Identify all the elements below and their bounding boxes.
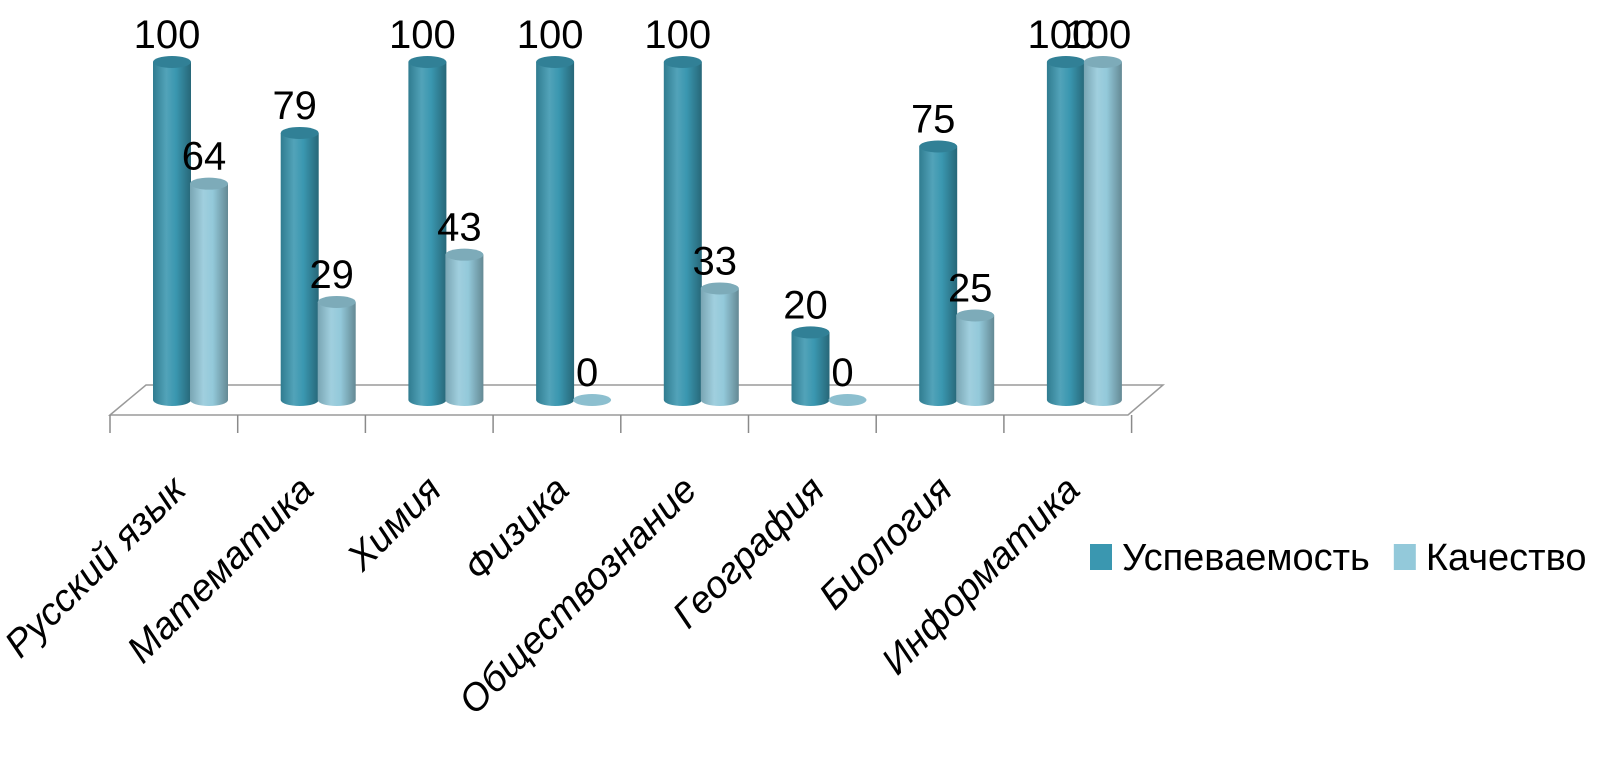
data-label: 0 bbox=[831, 351, 853, 395]
bar-top bbox=[956, 309, 995, 322]
category-label: Химия bbox=[339, 469, 450, 580]
data-label: 33 bbox=[693, 239, 738, 283]
bar-body bbox=[408, 62, 447, 407]
bar-top bbox=[700, 282, 739, 295]
bar-cat-6-series-0 bbox=[919, 140, 958, 407]
bar-cat-2-series-1 bbox=[445, 248, 484, 407]
bar-body bbox=[1083, 62, 1122, 407]
data-label: 0 bbox=[576, 351, 598, 395]
legend-label: Качество bbox=[1426, 537, 1587, 579]
bar-cat-6-series-1 bbox=[956, 309, 995, 407]
legend-swatch bbox=[1090, 544, 1112, 570]
bar-body bbox=[663, 62, 702, 407]
data-label: 100 bbox=[1065, 13, 1132, 57]
bar-top bbox=[663, 56, 702, 68]
bar-cat-1-series-0 bbox=[280, 126, 319, 407]
legend: Успеваемость Качество bbox=[1090, 537, 1586, 579]
bar-top bbox=[445, 248, 484, 261]
chart-floor bbox=[107, 384, 1166, 416]
bar-top bbox=[317, 295, 356, 308]
category-label: Обществознание bbox=[451, 469, 705, 723]
category-label: Физика bbox=[456, 469, 577, 590]
bar-top bbox=[919, 140, 958, 153]
bar-body bbox=[791, 332, 830, 407]
bar-cat-1-series-1 bbox=[317, 295, 356, 407]
bar-body bbox=[919, 146, 958, 407]
bar-top bbox=[1083, 56, 1122, 68]
bar-cat-7-series-1 bbox=[1083, 56, 1122, 407]
bar-cat-0-series-0 bbox=[153, 56, 191, 406]
bar-body bbox=[317, 301, 356, 407]
data-label: 100 bbox=[1028, 13, 1095, 57]
bar-cat-5-series-1 bbox=[828, 394, 867, 406]
data-label: 64 bbox=[182, 135, 227, 179]
data-label: 100 bbox=[517, 13, 584, 57]
data-label: 25 bbox=[948, 267, 993, 311]
legend-item: Успеваемость bbox=[1090, 537, 1370, 579]
bar-cat-3-series-1 bbox=[573, 394, 612, 406]
data-label: 79 bbox=[272, 84, 317, 128]
x-axis bbox=[109, 415, 1133, 433]
bar-cat-3-series-0 bbox=[536, 56, 575, 407]
bar-cat-7-series-0 bbox=[1046, 56, 1085, 407]
bar-top bbox=[153, 56, 191, 68]
bar-cat-4-series-1 bbox=[700, 282, 739, 407]
bar-top bbox=[280, 126, 319, 139]
bar-top bbox=[536, 56, 575, 68]
bar-body bbox=[1046, 62, 1085, 407]
chart-floor-plane bbox=[107, 384, 1166, 416]
bar-cat-2-series-0 bbox=[408, 56, 447, 407]
bar-body bbox=[190, 183, 228, 406]
legend-item: Качество bbox=[1393, 537, 1587, 579]
bar-cat-4-series-0 bbox=[663, 56, 702, 407]
bar-top bbox=[408, 56, 447, 68]
bars bbox=[153, 56, 1122, 407]
bar-top bbox=[1046, 56, 1085, 68]
data-label: 100 bbox=[389, 13, 456, 57]
bar-top bbox=[791, 326, 830, 339]
data-label: 29 bbox=[309, 253, 354, 297]
bar-body bbox=[956, 315, 995, 407]
bar-cat-0-series-1 bbox=[190, 177, 228, 406]
bar-body bbox=[280, 132, 319, 407]
bar-top bbox=[828, 394, 867, 406]
bar-cat-5-series-0 bbox=[791, 326, 830, 407]
bar-top bbox=[573, 394, 612, 406]
data-label: 100 bbox=[644, 13, 711, 57]
bar-top bbox=[190, 177, 228, 190]
data-label: 75 bbox=[911, 98, 956, 142]
data-label: 100 bbox=[134, 13, 201, 57]
bar-body bbox=[536, 62, 575, 407]
bar-body bbox=[700, 288, 739, 407]
bar-body bbox=[445, 254, 484, 407]
data-label: 20 bbox=[783, 283, 828, 327]
legend-label: Успеваемость bbox=[1122, 537, 1370, 579]
bar-body bbox=[153, 62, 191, 406]
data-label: 43 bbox=[437, 206, 482, 250]
legend-swatch bbox=[1393, 544, 1416, 570]
